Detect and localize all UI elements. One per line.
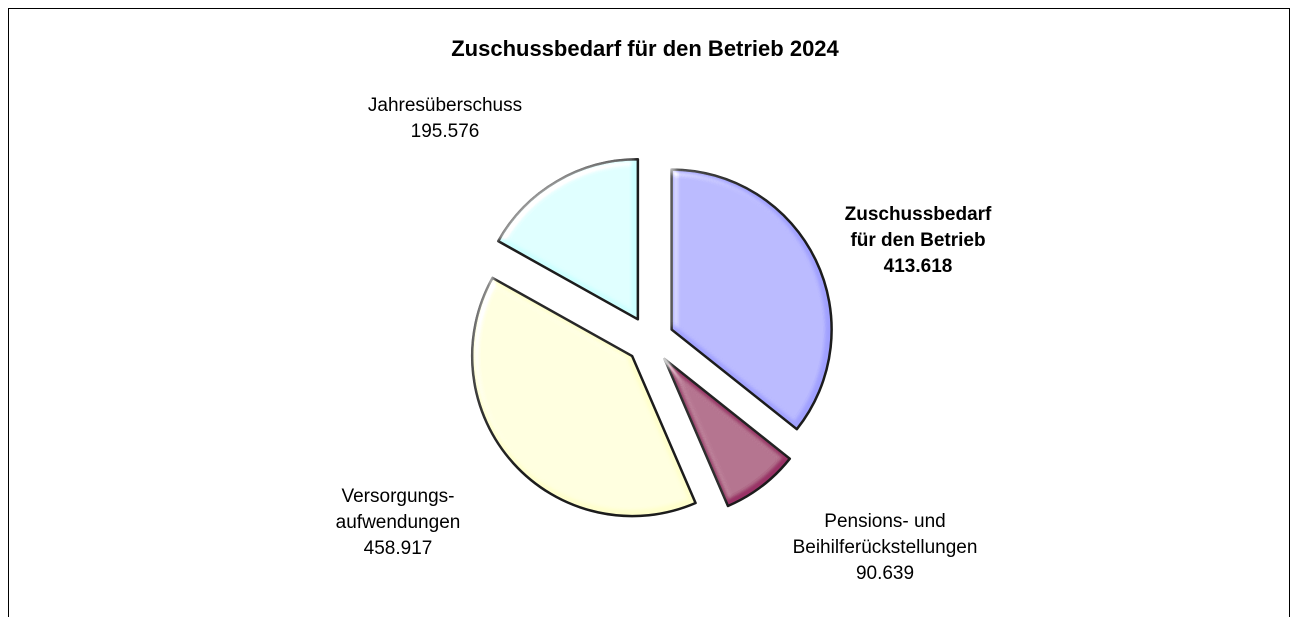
pie [470,158,833,518]
slice-label: Jahresüberschuss [368,95,522,116]
slice-label: Pensions- und [824,511,945,532]
value-label: 458.917 [364,538,433,559]
pie-slice [663,357,792,508]
pie-slice [470,276,697,518]
chart-title: Zuschussbedarf für den Betrieb 2024 [451,36,839,61]
pie-slice [496,158,640,321]
slice-label: aufwendungen [336,512,461,533]
chart-border [8,8,1290,617]
slice-label: Zuschussbedarf [845,204,992,225]
pie-slice [670,168,833,431]
slice-label: Beihilferückstellungen [793,537,978,558]
value-label: 195.576 [411,121,480,142]
value-label: 413.618 [884,256,953,277]
slice-label: für den Betrieb [850,230,985,251]
slice-label: Versorgungs- [341,486,454,507]
value-label: 90.639 [856,563,914,584]
